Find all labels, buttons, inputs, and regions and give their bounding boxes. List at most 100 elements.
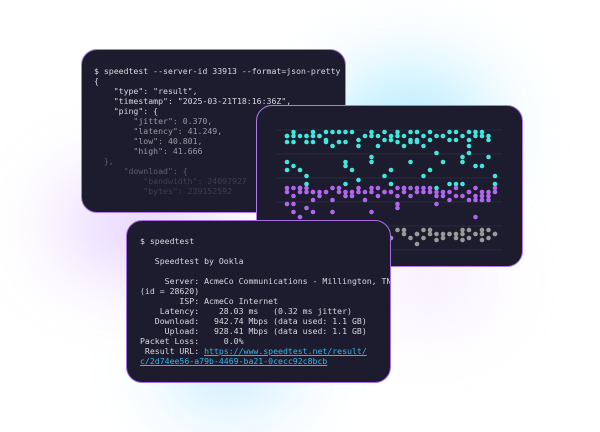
data-dot <box>453 231 459 237</box>
data-dot <box>356 143 361 149</box>
data-dot <box>447 181 452 187</box>
data-dot <box>466 197 472 203</box>
data-dot <box>382 173 387 179</box>
data-dot <box>453 181 459 187</box>
data-dot <box>375 185 381 191</box>
data-dot <box>440 235 446 241</box>
data-dot <box>421 133 426 139</box>
data-dot <box>343 159 348 165</box>
latency-line: Latency: 28.03 ms (0.32 ms jitter) <box>140 306 352 316</box>
data-dot <box>284 167 290 173</box>
data-dot <box>291 133 296 139</box>
data-dot <box>349 129 355 135</box>
data-dot <box>297 167 303 173</box>
isp-line: ISP: AcmeCo Internet <box>140 296 279 306</box>
data-dot <box>304 181 309 187</box>
result-url-link-cont[interactable]: c/2d74ee56-a79b-4469-ba21-0cecc92c8bcb <box>140 356 328 366</box>
result-url-link[interactable]: https://www.speedtest.net/result/ <box>204 346 367 356</box>
data-dot <box>421 173 426 179</box>
data-dot <box>479 197 485 203</box>
data-dot <box>492 173 498 179</box>
data-dot <box>492 231 498 237</box>
data-dot <box>291 185 296 191</box>
command-line: $ speedtest --server-id 33913 --format=j… <box>94 66 341 76</box>
data-dot <box>304 133 309 139</box>
data-dot <box>343 139 348 145</box>
data-dot <box>460 154 465 160</box>
data-dot <box>414 185 420 191</box>
data-dot <box>395 227 400 233</box>
data-dot <box>440 231 446 237</box>
data-dot <box>304 185 309 191</box>
data-dot <box>310 197 316 203</box>
data-dot <box>427 189 433 195</box>
data-dot <box>323 189 329 195</box>
data-dot <box>336 139 342 145</box>
data-dot <box>401 189 407 195</box>
data-dot <box>369 154 374 160</box>
data-dot <box>473 163 478 169</box>
data-dot <box>440 189 446 195</box>
data-dot <box>395 205 400 211</box>
data-dot <box>388 189 394 195</box>
data-dot <box>401 133 407 139</box>
data-dot <box>421 189 426 195</box>
data-dot <box>369 159 374 165</box>
data-dot <box>382 129 387 135</box>
server-line: Server: AcmeCo Communications - Millingt… <box>140 276 391 286</box>
data-dot <box>284 201 290 207</box>
result-label: Result URL: <box>140 346 205 356</box>
server-id-line: (id = 28620) <box>140 286 200 296</box>
json-output: $ speedtest --server-id 33913 --format=j… <box>94 66 340 196</box>
data-dot <box>466 189 472 195</box>
data-dot <box>330 197 335 203</box>
packet-loss-line: Packet Loss: 0.0% <box>140 336 244 346</box>
data-dot <box>473 231 478 237</box>
data-dot <box>447 189 452 195</box>
data-dot <box>473 193 478 199</box>
data-dot <box>395 201 400 207</box>
cli-output: $ speedtest Speedtest by Ookla Server: A… <box>140 236 391 366</box>
data-dot <box>414 129 420 135</box>
data-dot <box>486 189 491 195</box>
json-line: }, <box>94 156 114 166</box>
data-dot <box>414 139 420 145</box>
data-dot <box>427 167 433 173</box>
data-dot <box>310 189 316 195</box>
data-dot <box>466 227 472 233</box>
data-dot <box>408 159 413 165</box>
data-dot <box>479 231 485 237</box>
data-dot <box>297 133 303 139</box>
data-dot <box>479 133 485 139</box>
data-dot <box>473 197 478 203</box>
data-dot <box>427 137 433 143</box>
data-dot <box>447 129 452 135</box>
cli-terminal-card: $ speedtest Speedtest by Ookla Server: A… <box>126 220 391 383</box>
data-dot <box>414 231 420 237</box>
data-dot <box>356 137 361 143</box>
data-dot <box>453 193 459 199</box>
data-dot <box>492 181 498 187</box>
data-dot <box>401 227 407 233</box>
data-dot <box>284 189 290 195</box>
data-dot <box>395 185 400 191</box>
data-dot <box>434 133 439 139</box>
json-line: "high": 41.666 <box>94 146 203 156</box>
data-dot <box>408 235 413 241</box>
data-dot <box>375 193 381 199</box>
data-dot <box>343 129 348 135</box>
data-dot <box>330 209 335 215</box>
data-dot <box>427 227 433 233</box>
data-dot <box>479 237 485 243</box>
data-dot <box>336 185 342 191</box>
data-dot <box>473 133 478 139</box>
data-dot <box>343 181 348 187</box>
data-dot <box>330 185 335 191</box>
data-dot <box>388 137 394 143</box>
data-dot <box>408 185 413 191</box>
data-dot <box>460 237 465 243</box>
json-line: "bandwidth": 24097927 <box>94 176 247 186</box>
data-dot <box>297 189 303 195</box>
data-dot <box>343 189 348 195</box>
data-dot <box>349 167 355 173</box>
